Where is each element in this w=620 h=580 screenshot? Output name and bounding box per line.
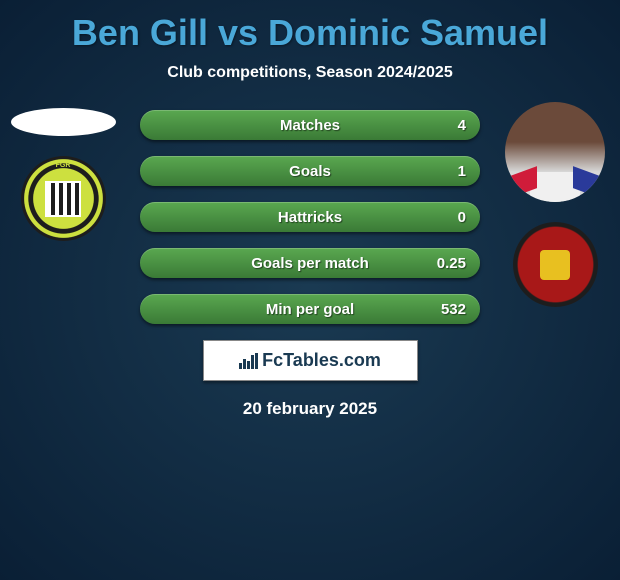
stat-label: Matches xyxy=(280,117,340,134)
snapshot-date: 20 february 2025 xyxy=(0,399,620,419)
stat-row-hattricks: Hattricks 0 xyxy=(140,202,480,232)
player-photo-right xyxy=(505,102,605,202)
player-photo-placeholder-left xyxy=(11,108,116,136)
club-badge-left: FGR xyxy=(21,156,106,241)
stat-value: 0 xyxy=(458,209,466,226)
stat-row-goals: Goals 1 xyxy=(140,156,480,186)
stat-bars: Matches 4 Goals 1 Hattricks 0 Goals per … xyxy=(140,102,480,324)
page-title: Ben Gill vs Dominic Samuel xyxy=(0,0,620,54)
right-player-column xyxy=(500,102,610,307)
left-player-column: FGR xyxy=(8,102,118,241)
stat-value: 532 xyxy=(441,301,466,318)
stat-row-matches: Matches 4 xyxy=(140,110,480,140)
bar-chart-icon xyxy=(239,353,258,369)
stat-label: Min per goal xyxy=(266,301,354,318)
stat-value: 0.25 xyxy=(437,255,466,272)
club-badge-right xyxy=(513,222,598,307)
source-logo-box: FcTables.com xyxy=(203,340,418,381)
stat-label: Goals xyxy=(289,163,331,180)
club-badge-left-text-top: FGR xyxy=(56,162,71,169)
stat-value: 1 xyxy=(458,163,466,180)
club-badge-right-inner-icon xyxy=(540,250,570,280)
source-logo-text: FcTables.com xyxy=(262,350,381,371)
stat-label: Hattricks xyxy=(278,209,342,226)
stat-row-goals-per-match: Goals per match 0.25 xyxy=(140,248,480,278)
comparison-content: FGR Matches 4 Goals 1 Hattricks 0 Goals … xyxy=(0,102,620,419)
stat-row-min-per-goal: Min per goal 532 xyxy=(140,294,480,324)
stat-value: 4 xyxy=(458,117,466,134)
club-badge-left-inner-icon xyxy=(45,181,81,217)
source-logo: FcTables.com xyxy=(239,350,381,371)
page-subtitle: Club competitions, Season 2024/2025 xyxy=(0,64,620,82)
stat-label: Goals per match xyxy=(251,255,369,272)
